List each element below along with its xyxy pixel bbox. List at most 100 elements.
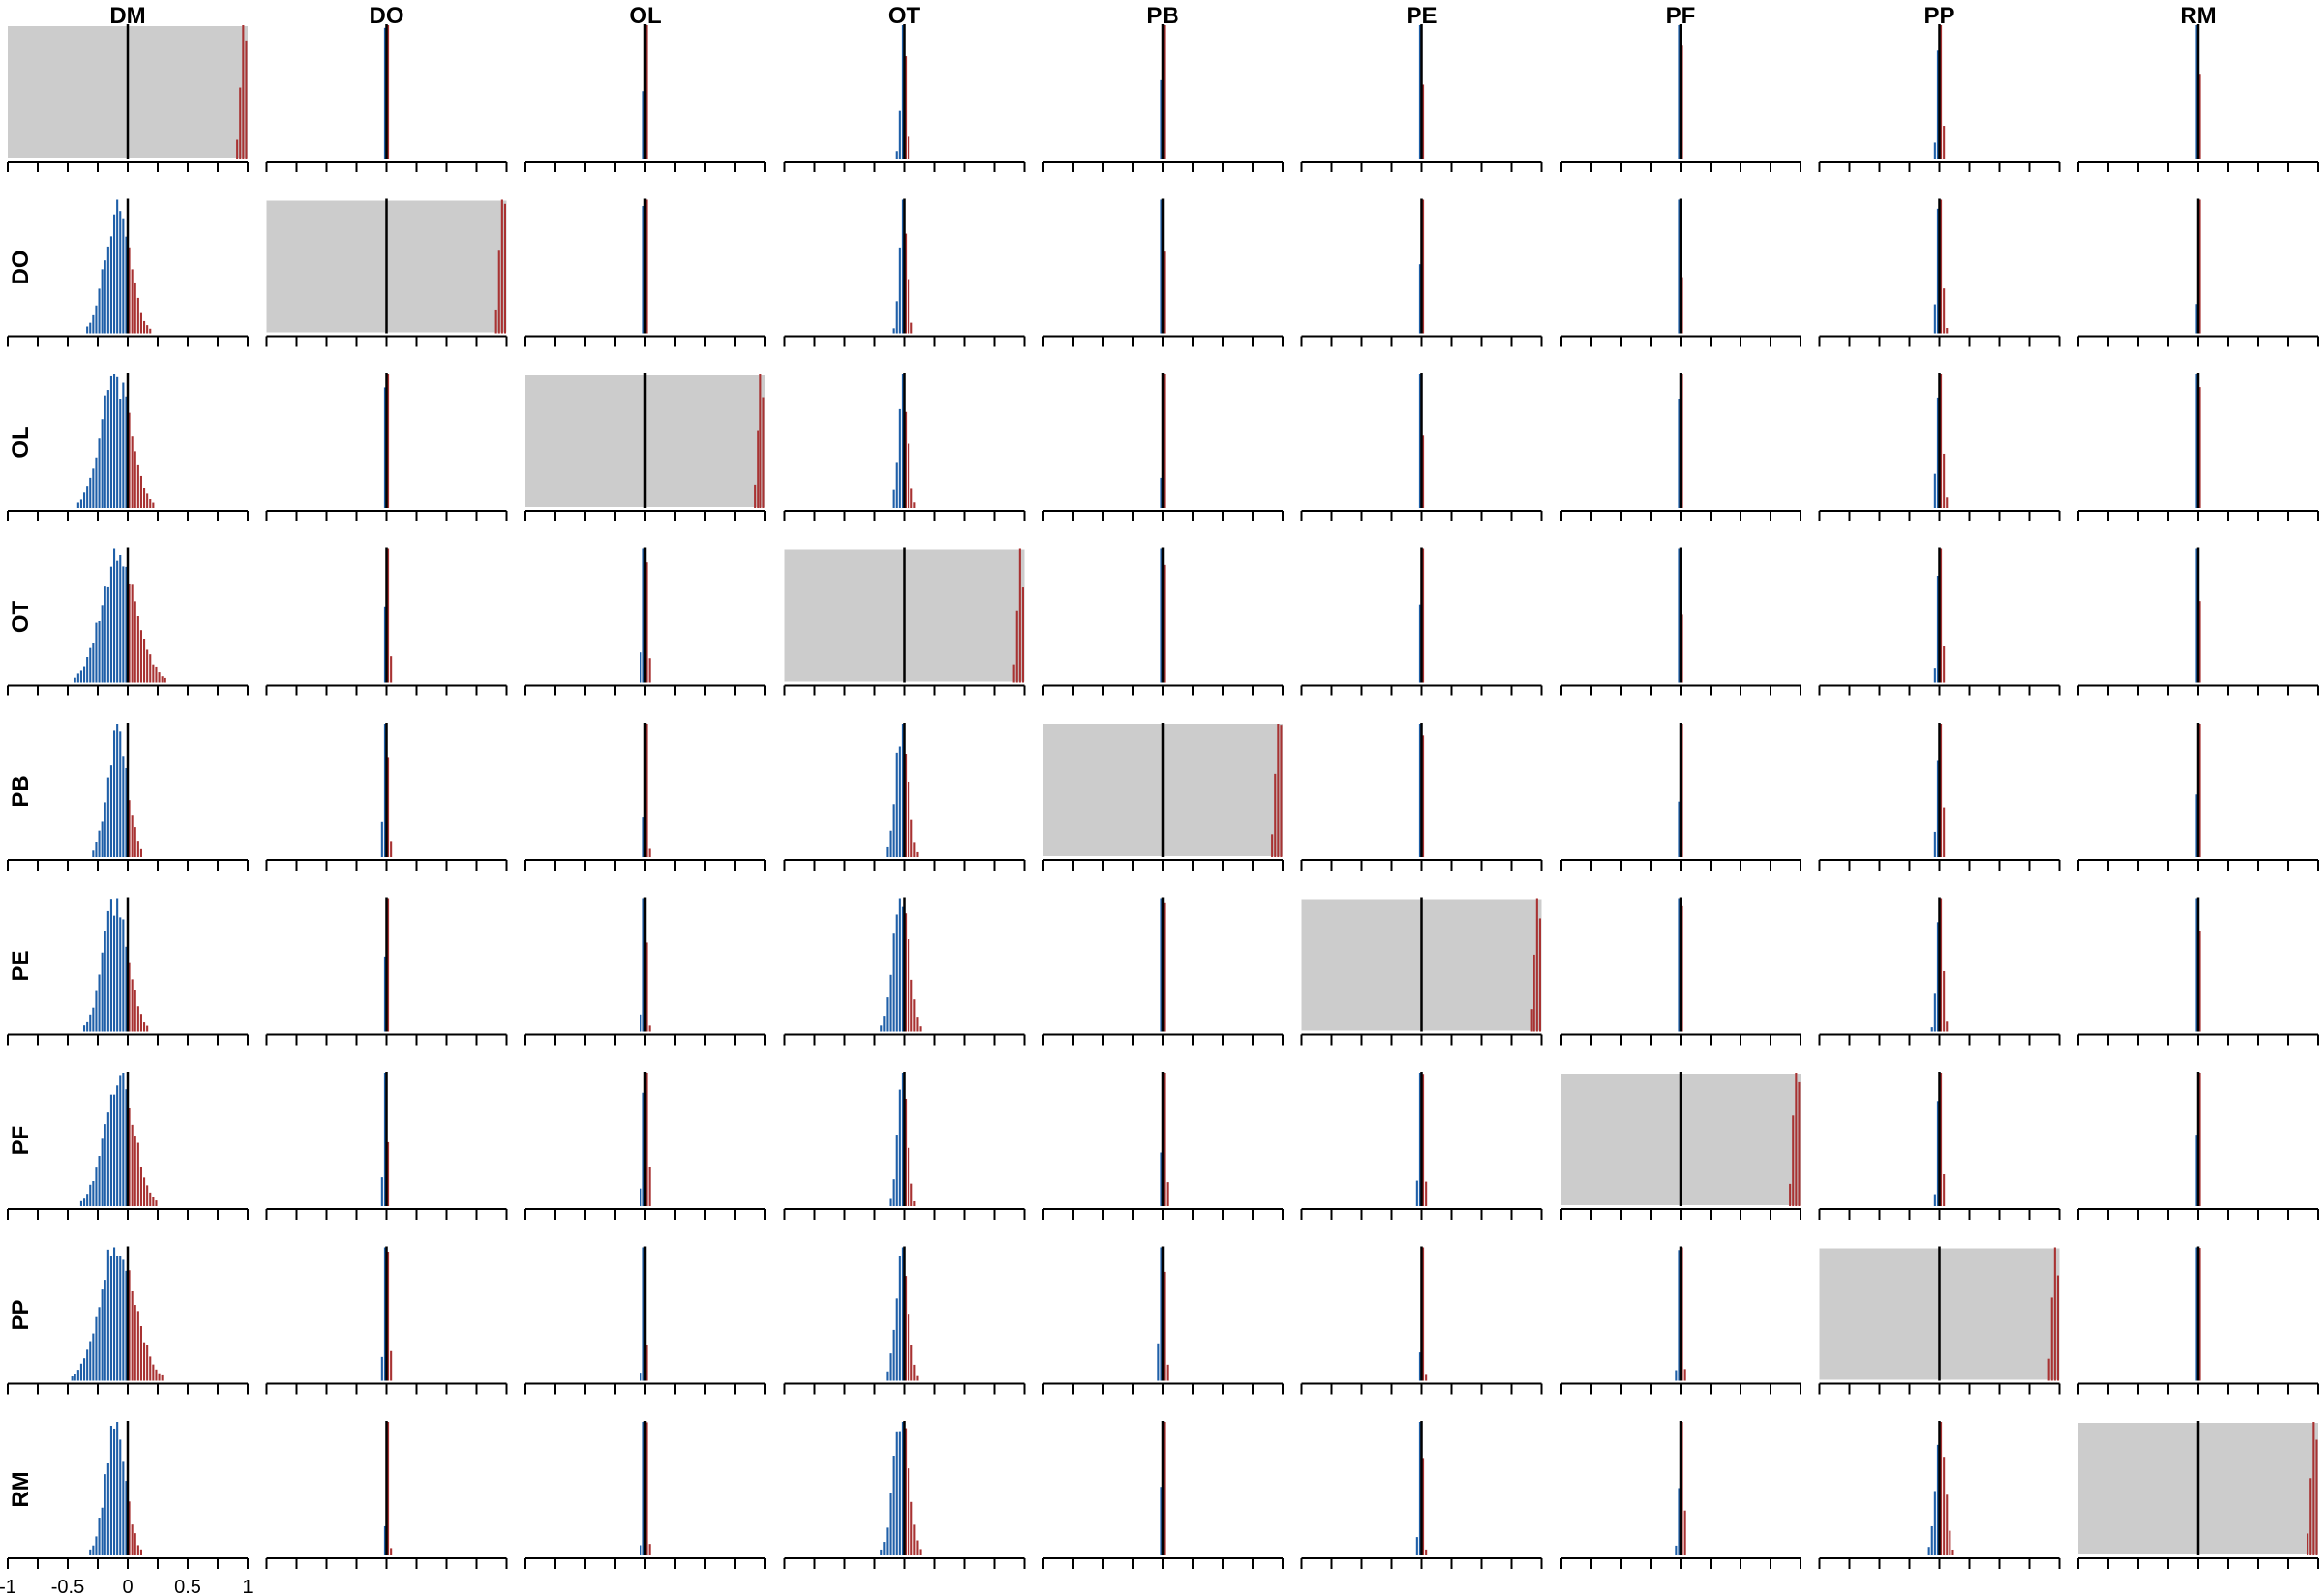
histogram-bar bbox=[101, 269, 104, 334]
histogram-bar bbox=[895, 752, 898, 857]
panel-PE-RM bbox=[2077, 897, 2319, 1046]
histogram-bar bbox=[1157, 1343, 1160, 1381]
histogram-bar bbox=[648, 1544, 651, 1555]
panel-RM-DO bbox=[265, 1421, 508, 1569]
histogram-bar bbox=[892, 1179, 895, 1206]
histogram-bar bbox=[1425, 1549, 1428, 1555]
histogram-bar bbox=[2195, 25, 2198, 159]
histogram-bar bbox=[380, 821, 383, 857]
histogram-bar bbox=[139, 1326, 142, 1381]
histogram-bar bbox=[1418, 264, 1421, 334]
histogram-bar bbox=[1930, 1525, 1933, 1555]
histogram-bar bbox=[645, 1073, 648, 1206]
histogram-bar bbox=[131, 1524, 134, 1555]
col-label-PF: PF bbox=[1666, 3, 1696, 29]
panel-PP-PE bbox=[1300, 1246, 1543, 1395]
histogram-bar bbox=[1422, 84, 1425, 159]
panel-PB-RM bbox=[2077, 723, 2319, 871]
histogram-bar bbox=[1943, 288, 1946, 334]
histogram-bar bbox=[2315, 1439, 2318, 1555]
histogram-bar bbox=[116, 1085, 119, 1206]
histogram-bar bbox=[134, 451, 136, 508]
histogram-bar bbox=[898, 898, 901, 1032]
histogram-bar bbox=[98, 1307, 101, 1381]
histogram-bar bbox=[106, 1463, 109, 1555]
histogram-bar bbox=[109, 1256, 112, 1381]
histogram-bar bbox=[109, 375, 112, 508]
histogram-bar bbox=[2198, 724, 2201, 857]
row-label-OT: OT bbox=[8, 600, 34, 633]
histogram-bar bbox=[2050, 1297, 2053, 1381]
panel-RM-PE bbox=[1300, 1421, 1543, 1569]
histogram-bar bbox=[390, 656, 393, 683]
col-label-DO: DO bbox=[370, 3, 404, 29]
histogram-bar bbox=[155, 666, 158, 683]
histogram-bar bbox=[116, 724, 119, 857]
panel-PF-DM bbox=[7, 1072, 249, 1220]
panel-OT-DM bbox=[7, 547, 249, 696]
panel-PE-OT bbox=[783, 897, 1026, 1046]
panel-PB-PE bbox=[1300, 723, 1543, 871]
histogram-bar bbox=[83, 1358, 86, 1381]
histogram-bar bbox=[92, 643, 95, 683]
histogram-bar bbox=[128, 583, 131, 683]
histogram-bar bbox=[92, 314, 95, 334]
panel-PB-PF bbox=[1560, 723, 1801, 871]
histogram-bar bbox=[125, 236, 128, 334]
histogram-bar bbox=[640, 1545, 642, 1555]
histogram-bar bbox=[494, 309, 497, 334]
histogram-bar bbox=[1280, 725, 1283, 857]
histogram-bar bbox=[104, 931, 106, 1032]
histogram-bar bbox=[2198, 601, 2201, 683]
panel-OL-PP bbox=[1818, 373, 2061, 521]
histogram-bar bbox=[242, 25, 245, 159]
histogram-bar bbox=[898, 1089, 901, 1206]
x-tick-label: -0.5 bbox=[51, 1577, 84, 1596]
histogram-bar bbox=[880, 1549, 883, 1555]
histogram-bar bbox=[1943, 807, 1946, 857]
histogram-bar bbox=[1163, 25, 1166, 159]
histogram-bar bbox=[98, 974, 101, 1032]
histogram-bar bbox=[1936, 208, 1939, 334]
histogram-bar bbox=[89, 1549, 92, 1555]
histogram-bar bbox=[387, 548, 390, 683]
histogram-bar bbox=[131, 1124, 134, 1206]
panel-PP-DO bbox=[265, 1246, 508, 1395]
panel-PB-OL bbox=[524, 723, 766, 871]
histogram-bar bbox=[1277, 724, 1280, 857]
histogram-bar bbox=[71, 1376, 74, 1381]
histogram-bar bbox=[116, 376, 119, 508]
histogram-bar bbox=[79, 1200, 82, 1206]
panel-RM-RM bbox=[2077, 1421, 2319, 1569]
histogram-bar bbox=[139, 1549, 142, 1555]
histogram-bar bbox=[2198, 1248, 2201, 1381]
histogram-bar bbox=[116, 1256, 119, 1381]
histogram-bar bbox=[136, 1142, 139, 1206]
histogram-bar bbox=[2198, 74, 2201, 159]
histogram-bar bbox=[1943, 970, 1946, 1032]
histogram-bar bbox=[2195, 794, 2198, 857]
histogram-bar bbox=[116, 1422, 119, 1555]
histogram-bar bbox=[98, 1156, 101, 1206]
histogram-bar bbox=[905, 754, 908, 857]
panel-PF-PB bbox=[1042, 1072, 1284, 1220]
panel-PB-DM bbox=[7, 723, 249, 871]
histogram-bar bbox=[898, 408, 901, 508]
histogram-bar bbox=[1943, 126, 1946, 159]
histogram-bar bbox=[76, 502, 79, 508]
histogram-bar bbox=[905, 233, 908, 334]
histogram-bar bbox=[1160, 1247, 1163, 1381]
histogram-bar bbox=[119, 1075, 122, 1206]
histogram-bar bbox=[913, 502, 916, 508]
histogram-bar bbox=[104, 395, 106, 508]
histogram-bar bbox=[905, 1098, 908, 1206]
histogram-bar bbox=[152, 1197, 155, 1206]
histogram-bar bbox=[1681, 277, 1683, 334]
histogram-bar bbox=[1678, 199, 1681, 334]
histogram-bar bbox=[1936, 397, 1939, 508]
histogram-bar bbox=[1795, 1073, 1798, 1206]
panel-RM-DM bbox=[7, 1421, 249, 1569]
histogram-bar bbox=[1678, 1250, 1681, 1381]
panel-DM-PB bbox=[1042, 24, 1284, 172]
histogram-bar bbox=[892, 489, 895, 508]
